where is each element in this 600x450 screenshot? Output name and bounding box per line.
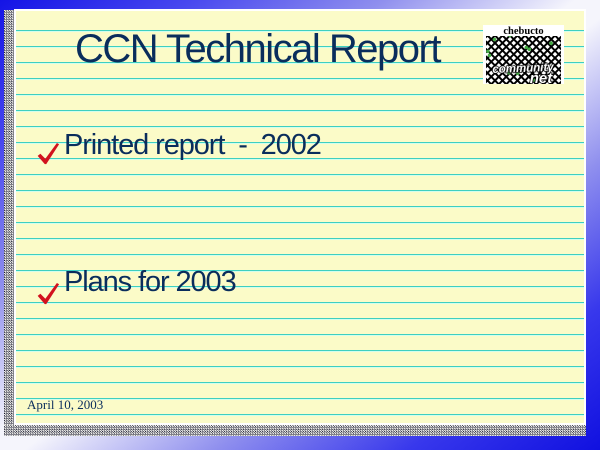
svg-text:chebucto: chebucto <box>503 26 543 37</box>
svg-text:net: net <box>530 70 554 84</box>
